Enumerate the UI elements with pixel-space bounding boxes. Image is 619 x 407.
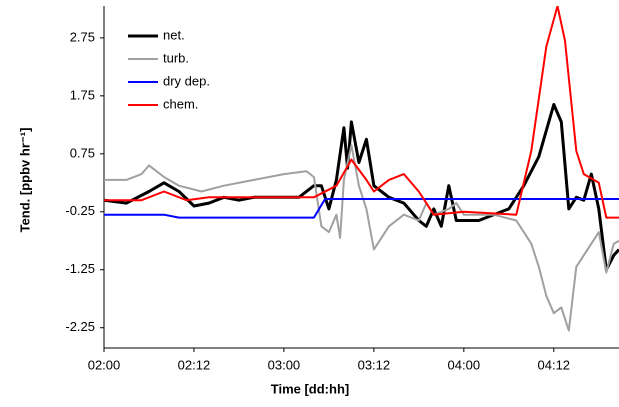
x-tick-label: 02:00 bbox=[88, 357, 121, 372]
x-tick-label: 03:00 bbox=[268, 357, 301, 372]
x-tick-label: 02:12 bbox=[178, 357, 211, 372]
legend-label: dry dep. bbox=[163, 73, 210, 88]
x-tick-label: 04:00 bbox=[448, 357, 481, 372]
plot-area bbox=[104, 6, 619, 332]
y-tick-label: -2.25 bbox=[65, 319, 95, 334]
y-tick-label: 1.75 bbox=[70, 87, 95, 102]
y-axis-label: Tend. [ppbv hr⁻¹] bbox=[17, 128, 32, 233]
legend-label: turb. bbox=[163, 50, 189, 65]
legend-label: net. bbox=[163, 27, 185, 42]
series-line bbox=[104, 6, 619, 219]
legend-label: chem. bbox=[163, 96, 198, 111]
y-tick-label: -1.25 bbox=[65, 261, 95, 276]
y-tick-label: 0.75 bbox=[70, 145, 95, 160]
x-axis-label: Time [dd:hh] bbox=[271, 381, 349, 396]
series-line bbox=[104, 198, 619, 219]
y-tick-label: -0.25 bbox=[65, 203, 95, 218]
series-line bbox=[104, 144, 619, 332]
x-tick-label: 03:12 bbox=[358, 357, 391, 372]
y-tick-label: 2.75 bbox=[70, 29, 95, 44]
x-tick-label: 04:12 bbox=[538, 357, 571, 372]
